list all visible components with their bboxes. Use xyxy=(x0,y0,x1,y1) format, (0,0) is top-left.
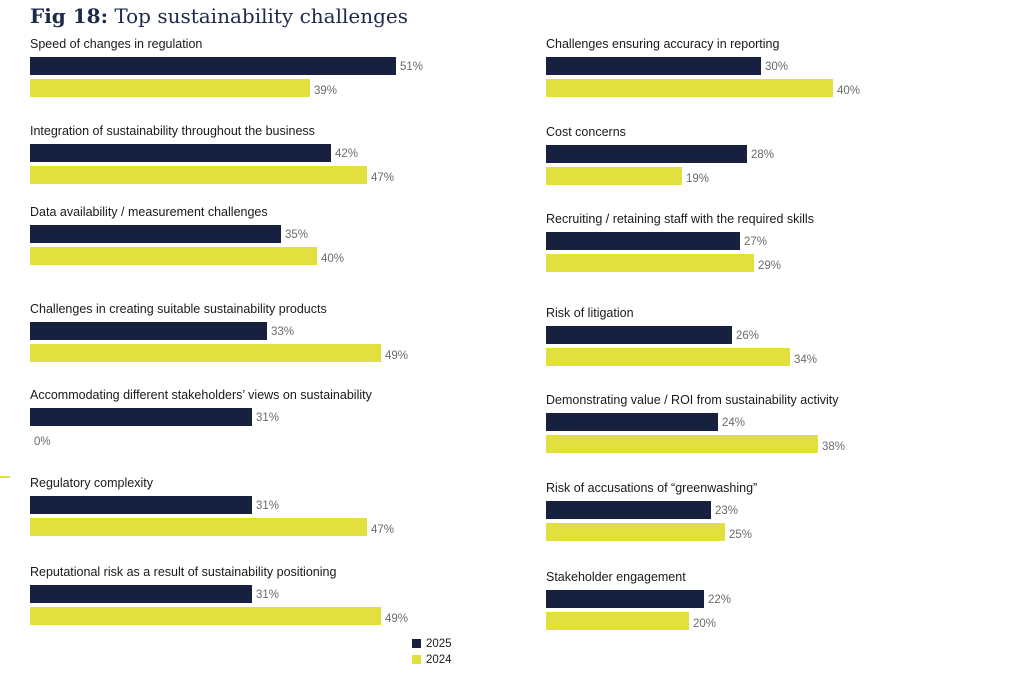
data-label-2024: 20% xyxy=(693,618,717,630)
category-label: Speed of changes in regulation xyxy=(30,37,203,51)
title-text: Top sustainability challenges xyxy=(114,4,408,28)
bar-2025 xyxy=(30,144,331,162)
category-label: Recruiting / retaining staff with the re… xyxy=(546,212,814,226)
bar-2025 xyxy=(546,590,704,608)
bar-2025 xyxy=(546,326,732,344)
legend-label-2024: 2024 xyxy=(426,653,452,666)
category-label: Demonstrating value / ROI from sustainab… xyxy=(546,393,839,407)
data-label-2025: 35% xyxy=(285,229,309,241)
category-label: Risk of litigation xyxy=(546,306,634,320)
bar-2025 xyxy=(30,322,267,340)
bar-2025 xyxy=(546,232,740,250)
bar-2024 xyxy=(30,607,381,625)
data-label-2025: 27% xyxy=(744,236,768,248)
category-label: Stakeholder engagement xyxy=(546,570,686,584)
data-label-2025: 33% xyxy=(271,326,295,338)
data-label-2024: 19% xyxy=(686,173,710,185)
data-label-2024: 39% xyxy=(314,85,338,97)
category-label: Integration of sustainability throughout… xyxy=(30,124,315,138)
bar-2025 xyxy=(30,408,252,426)
bar-2024 xyxy=(30,344,381,362)
data-label-2024: 38% xyxy=(822,441,846,453)
data-label-2025: 42% xyxy=(335,148,359,160)
data-label-2025: 26% xyxy=(736,330,760,342)
bar-2025 xyxy=(546,145,747,163)
legend-item-2024: 2024 xyxy=(412,652,452,667)
bar-2024 xyxy=(546,612,689,630)
bar-2024 xyxy=(546,523,725,541)
category-label: Data availability / measurement challeng… xyxy=(30,205,268,219)
data-label-2024: 40% xyxy=(837,85,861,97)
bar-2024 xyxy=(546,348,790,366)
data-label-2025: 51% xyxy=(400,61,424,73)
bar-2024 xyxy=(546,254,754,272)
data-label-2024: 47% xyxy=(371,172,395,184)
data-label-2025: 23% xyxy=(715,505,739,517)
data-label-2025: 22% xyxy=(708,594,732,606)
data-label-2025: 24% xyxy=(722,417,746,429)
chart-title: Fig 18: Top sustainability challenges xyxy=(30,4,408,28)
data-label-2024: 40% xyxy=(321,253,345,265)
bar-2025 xyxy=(30,57,396,75)
bar-2025 xyxy=(30,585,252,603)
bar-2024 xyxy=(546,79,833,97)
legend-swatch-2025 xyxy=(412,639,421,648)
category-label: Challenges in creating suitable sustaina… xyxy=(30,302,327,316)
bar-2024 xyxy=(546,435,818,453)
bar-2024 xyxy=(546,167,682,185)
data-label-2024: 0% xyxy=(34,436,51,448)
title-prefix: Fig 18: xyxy=(30,4,108,28)
category-label: Challenges ensuring accuracy in reportin… xyxy=(546,37,780,51)
data-label-2025: 31% xyxy=(256,500,280,512)
data-label-2024: 25% xyxy=(729,529,753,541)
data-label-2025: 30% xyxy=(765,61,789,73)
data-label-2025: 28% xyxy=(751,149,775,161)
category-label: Regulatory complexity xyxy=(30,476,153,490)
category-label: Reputational risk as a result of sustain… xyxy=(30,565,337,579)
category-label: Cost concerns xyxy=(546,125,626,139)
bar-2025 xyxy=(546,501,711,519)
legend-label-2025: 2025 xyxy=(426,637,452,650)
bar-2025 xyxy=(30,496,252,514)
bar-2024 xyxy=(30,247,317,265)
data-label-2024: 34% xyxy=(794,354,818,366)
data-label-2024: 47% xyxy=(371,524,395,536)
bar-2024 xyxy=(30,79,310,97)
bar-2025 xyxy=(546,57,761,75)
data-label-2024: 49% xyxy=(385,350,409,362)
category-label: Risk of accusations of “greenwashing” xyxy=(546,481,758,495)
bar-2024 xyxy=(30,518,367,536)
data-label-2024: 29% xyxy=(758,260,782,272)
bar-2024 xyxy=(30,166,367,184)
data-label-2025: 31% xyxy=(256,412,280,424)
legend-swatch-2024 xyxy=(412,655,421,664)
data-label-2024: 49% xyxy=(385,613,409,625)
legend: 2025 2024 xyxy=(412,636,452,668)
data-label-2025: 31% xyxy=(256,589,280,601)
legend-item-2025: 2025 xyxy=(412,636,452,651)
accent-mark xyxy=(0,476,10,478)
bar-2025 xyxy=(546,413,718,431)
bar-2025 xyxy=(30,225,281,243)
category-label: Accommodating different stakeholders’ vi… xyxy=(30,388,372,402)
